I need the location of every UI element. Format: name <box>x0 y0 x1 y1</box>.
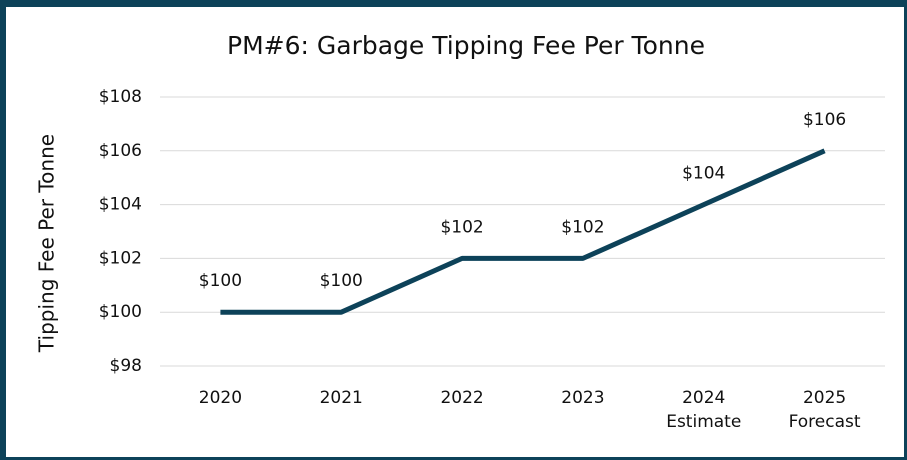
data-label: $104 <box>682 164 725 184</box>
y-tick-label: $104 <box>99 195 142 215</box>
data-label: $106 <box>803 110 846 130</box>
chart: PM#6: Garbage Tipping Fee Per Tonne Tipp… <box>35 31 885 376</box>
y-tick-label: $106 <box>99 141 142 161</box>
y-tick-label: $100 <box>99 302 142 322</box>
x-tick-label: 2025 Forecast <box>788 388 861 432</box>
data-label: $102 <box>561 217 604 237</box>
x-tick-label: 2024 Estimate <box>666 388 742 432</box>
line <box>220 148 826 315</box>
y-axis-label: Tipping Fee Per Tonne <box>35 134 59 353</box>
y-tick-label: $108 <box>99 87 142 107</box>
chart-title: PM#6: Garbage Tipping Fee Per Tonne <box>227 31 705 60</box>
data-label: $100 <box>199 271 242 291</box>
data-label: $100 <box>320 271 363 291</box>
y-tick-label: $98 <box>110 356 142 376</box>
x-tick-label: 2021 <box>319 388 363 408</box>
y-tick-label: $102 <box>99 248 142 268</box>
x-tick-label: 2022 <box>440 388 484 408</box>
data-label: $102 <box>440 217 483 237</box>
x-tick-label: 2023 <box>561 388 605 408</box>
x-tick-label: 2020 <box>198 388 243 408</box>
